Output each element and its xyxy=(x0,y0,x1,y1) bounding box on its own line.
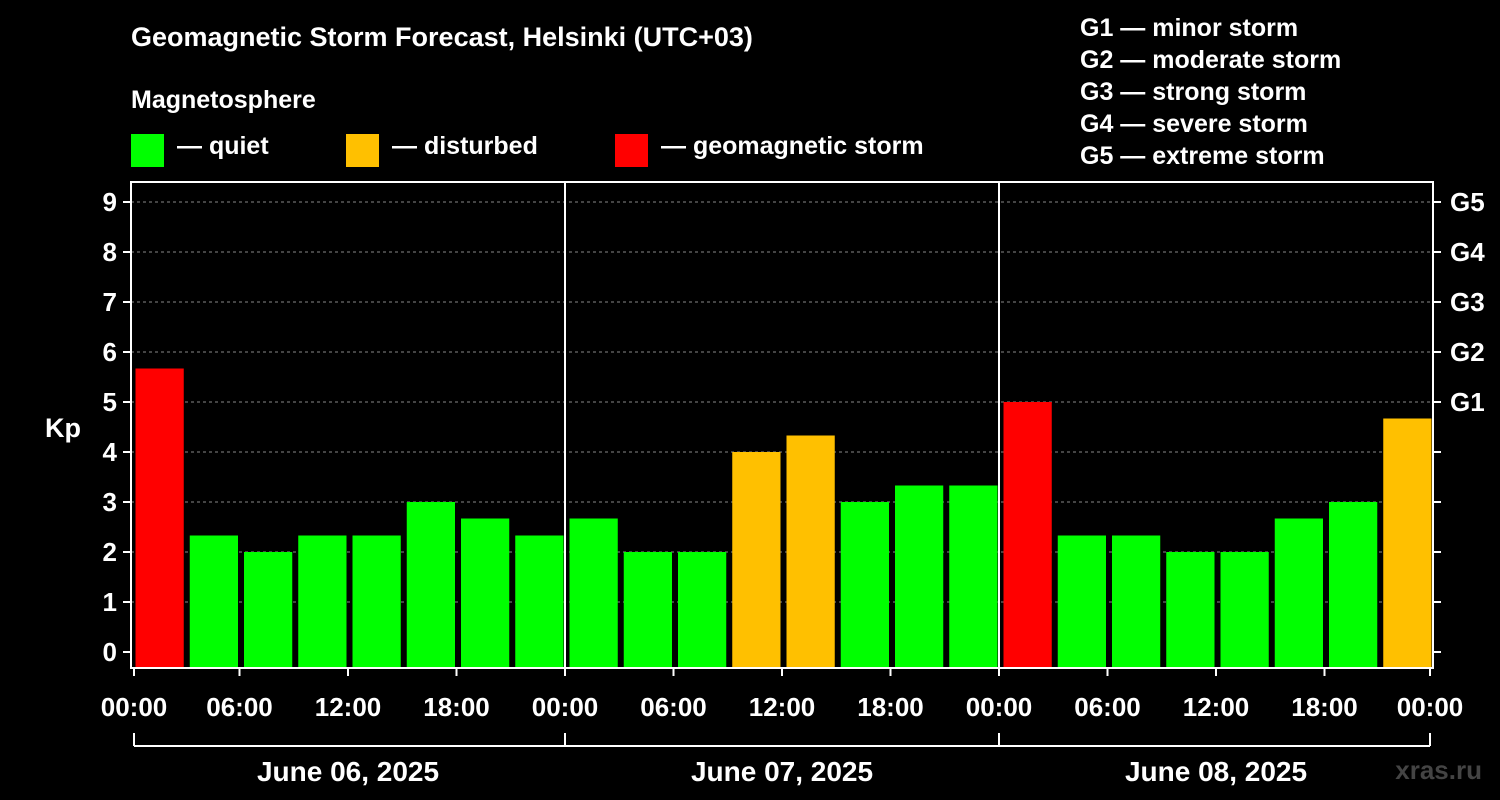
x-tick-label: 00:00 xyxy=(532,692,599,722)
legend-swatch-storm xyxy=(615,133,648,167)
x-tick-label: 00:00 xyxy=(966,692,1033,722)
g-scale-g3: G3 — strong storm xyxy=(1080,78,1307,106)
legend-item-disturbed: — disturbed xyxy=(346,131,538,167)
kp-bar xyxy=(1274,518,1323,668)
y-tick-label: 1 xyxy=(103,587,117,617)
kp-bar xyxy=(1383,418,1432,668)
y-tick-label: 9 xyxy=(103,187,117,217)
kp-bar xyxy=(1003,402,1052,668)
y-tick-label: 0 xyxy=(103,637,117,667)
x-tick-label: 06:00 xyxy=(1074,692,1141,722)
kp-bar xyxy=(1112,535,1161,668)
legend-label-quiet: — quiet xyxy=(177,131,269,160)
right-g-label: G3 xyxy=(1450,287,1485,317)
right-g-label: G1 xyxy=(1450,387,1485,417)
kp-bar xyxy=(1329,502,1378,668)
kp-bar xyxy=(461,518,510,668)
kp-bar xyxy=(352,535,401,668)
y-tick-label: 7 xyxy=(103,287,117,317)
g-scale-g5: G5 — extreme storm xyxy=(1080,142,1325,170)
y-tick-label: 5 xyxy=(103,387,117,417)
right-g-label: G4 xyxy=(1450,237,1485,267)
legend-label-storm: — geomagnetic storm xyxy=(661,131,924,160)
day-label: June 08, 2025 xyxy=(1125,756,1307,787)
kp-bar xyxy=(569,518,618,668)
kp-bar xyxy=(1166,552,1215,668)
kp-bar xyxy=(623,552,672,668)
kp-bar xyxy=(732,452,781,668)
day-label: June 06, 2025 xyxy=(257,756,439,787)
g-scale-g4: G4 — severe storm xyxy=(1080,110,1308,138)
right-g-label: G5 xyxy=(1450,187,1485,217)
x-tick-label: 18:00 xyxy=(857,692,924,722)
kp-bar xyxy=(1220,552,1269,668)
y-tick-label: 3 xyxy=(103,487,117,517)
kp-bar xyxy=(1057,535,1106,668)
legend-item-storm: — geomagnetic storm xyxy=(615,131,924,167)
x-tick-label: 00:00 xyxy=(1397,692,1464,722)
legend-item-quiet: — quiet xyxy=(131,131,269,167)
kp-bar xyxy=(135,368,184,668)
kp-bar xyxy=(840,502,889,668)
kp-bar xyxy=(298,535,347,668)
legend-label-disturbed: — disturbed xyxy=(392,131,538,160)
x-tick-label: 06:00 xyxy=(206,692,273,722)
x-tick-label: 06:00 xyxy=(640,692,707,722)
legend-swatch-quiet xyxy=(131,133,164,167)
chart-title: Geomagnetic Storm Forecast, Helsinki (UT… xyxy=(131,22,753,52)
kp-bar xyxy=(678,552,727,668)
kp-bar xyxy=(189,535,238,668)
legend-heading: Magnetosphere xyxy=(131,86,316,114)
day-label: June 07, 2025 xyxy=(691,756,873,787)
y-tick-label: 6 xyxy=(103,337,117,367)
y-tick-label: 8 xyxy=(103,237,117,267)
watermark: xras.ru xyxy=(1395,755,1482,785)
kp-bar xyxy=(515,535,564,668)
kp-bar xyxy=(949,485,998,668)
x-tick-label: 12:00 xyxy=(749,692,816,722)
kp-bar xyxy=(244,552,293,668)
x-tick-label: 12:00 xyxy=(1183,692,1250,722)
x-tick-label: 00:00 xyxy=(101,692,168,722)
y-tick-label: 2 xyxy=(103,537,117,567)
right-g-label: G2 xyxy=(1450,337,1485,367)
kp-bar xyxy=(786,435,835,668)
y-axis-label: Kp xyxy=(45,413,81,443)
legend-swatch-disturbed xyxy=(346,133,379,167)
g-scale-g2: G2 — moderate storm xyxy=(1080,46,1342,74)
kp-bar xyxy=(406,502,455,668)
g-scale-g1: G1 — minor storm xyxy=(1080,14,1299,42)
x-tick-label: 18:00 xyxy=(1291,692,1358,722)
kp-bar xyxy=(895,485,944,668)
x-tick-label: 12:00 xyxy=(315,692,382,722)
y-tick-label: 4 xyxy=(103,437,118,467)
x-tick-label: 18:00 xyxy=(423,692,490,722)
